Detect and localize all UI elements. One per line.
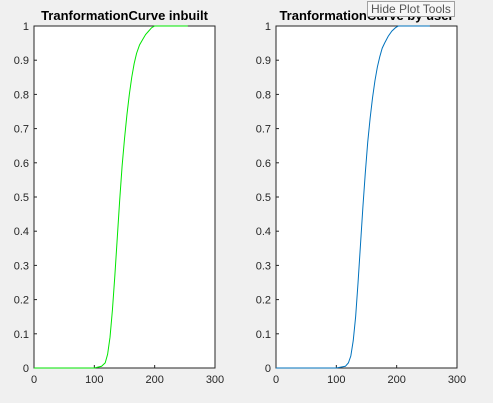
ytick-label: 0.6	[14, 158, 29, 170]
ytick-label: 1	[265, 21, 271, 33]
ytick-label: 0.3	[256, 260, 271, 272]
xtick-label: 100	[327, 374, 345, 386]
series-line[interactable]	[276, 25, 430, 369]
ytick-label: 0	[265, 363, 271, 375]
plot-tools-tooltip[interactable]: Hide Plot Tools	[367, 1, 455, 17]
axes-left-ticks: 0 100 200 300 0 0.1 0.2 0.3 0.4 0.5 0.6 0.7 0.8 0.9 1	[14, 21, 224, 386]
ytick-label: 0.4	[256, 226, 271, 238]
axes-right-lines	[276, 25, 430, 369]
ytick-label: 1	[23, 21, 29, 33]
axes-left[interactable]: TranformationCurve inbuilt 0 100 200 300 0 0.…	[14, 8, 224, 386]
ytick-label: 0.5	[14, 192, 29, 204]
ytick-label: 0.8	[14, 89, 29, 101]
ytick-label: 0.3	[14, 260, 29, 272]
ytick-label: 0.9	[14, 55, 29, 67]
axes-left-plot-area[interactable]	[33, 25, 216, 369]
axes-left-title: TranformationCurve inbuilt	[41, 8, 209, 23]
axes-right-ticks: 0 100 200 300 0 0.1 0.2 0.3 0.4 0.5 0.6 0.7 0.8 0.9 1	[256, 21, 466, 386]
xtick-label: 300	[448, 374, 466, 386]
ytick-label: 0.7	[256, 124, 271, 136]
ytick-label: 0.9	[256, 55, 271, 67]
ytick-label: 0	[23, 363, 29, 375]
xtick-label: 200	[387, 374, 405, 386]
ytick-label: 0.2	[14, 295, 29, 307]
xtick-label: 300	[206, 374, 224, 386]
xtick-label: 0	[31, 374, 37, 386]
axes-right-plot-area[interactable]	[275, 25, 458, 369]
xtick-label: 0	[273, 374, 279, 386]
ytick-label: 0.1	[14, 329, 29, 341]
ytick-label: 0.5	[256, 192, 271, 204]
xtick-label: 100	[85, 374, 103, 386]
ytick-label: 0.7	[14, 124, 29, 136]
axes-left-lines	[34, 25, 188, 369]
ytick-label: 0.2	[256, 295, 271, 307]
ytick-label: 0.1	[256, 329, 271, 341]
axes-right[interactable]: TranformationCurve by user 010020030000.…	[256, 8, 466, 386]
xtick-label: 200	[145, 374, 163, 386]
ytick-label: 0.8	[256, 89, 271, 101]
ytick-label: 0.6	[256, 158, 271, 170]
ytick-label: 0.4	[14, 226, 29, 238]
series-line[interactable]	[34, 25, 188, 369]
